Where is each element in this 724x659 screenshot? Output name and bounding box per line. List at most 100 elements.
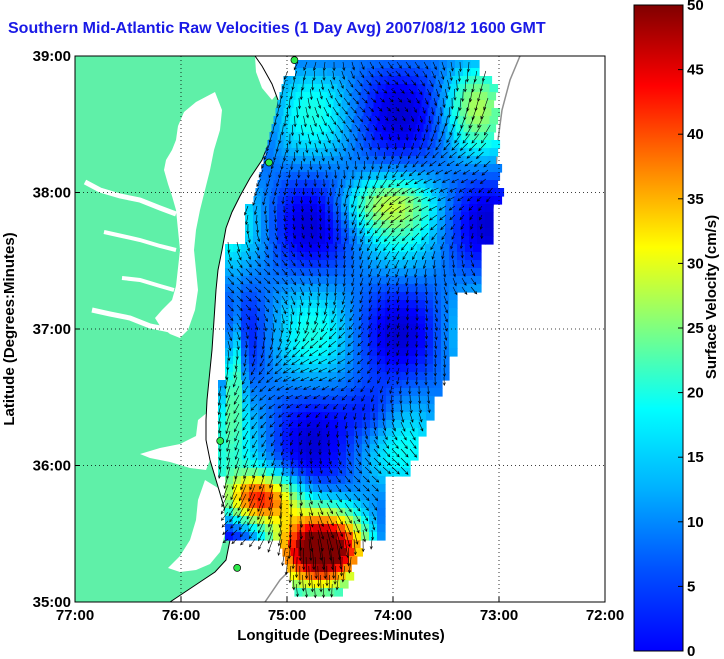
velocity-cell [329,244,338,253]
velocity-cell [441,244,450,253]
velocity-cell [423,60,432,69]
velocity-cell [409,148,419,157]
velocity-cell [289,292,298,301]
velocity-cell [266,396,275,405]
velocity-cell [399,60,408,69]
velocity-cell [273,532,282,541]
velocity-cell [321,508,330,517]
velocity-cell [353,508,362,517]
velocity-cell [297,308,306,317]
velocity-cell [290,404,299,413]
velocity-cell [417,252,426,261]
velocity-cell [290,380,299,389]
velocity-cell [241,300,250,309]
velocity-cell [386,428,395,437]
velocity-cell [417,180,427,189]
velocity-cell [395,108,405,117]
velocity-cell [377,284,386,293]
velocity-cell [375,124,385,133]
velocity-cell [337,276,346,285]
velocity-cell [354,468,363,477]
velocity-cell [402,420,411,429]
velocity-cell [423,92,433,101]
velocity-cell [293,212,302,221]
velocity-cell [361,508,370,517]
velocity-cell [297,300,306,309]
velocity-cell [311,92,321,101]
velocity-cell [313,372,322,381]
velocity-cell [249,324,258,333]
velocity-cell [393,356,402,365]
velocity-cell [345,332,354,341]
velocity-cell [249,308,258,317]
x-tick-label: 77:00 [56,607,94,624]
velocity-cell [357,164,367,173]
velocity-cell [273,276,282,285]
velocity-cell [329,252,338,261]
velocity-cell [386,468,395,477]
velocity-cell [401,244,410,253]
velocity-cell [305,364,314,373]
velocity-cell [463,68,472,77]
velocity-cell [297,148,307,157]
velocity-cell [485,100,495,109]
velocity-cell [330,452,339,461]
velocity-cell [362,404,371,413]
velocity-cell [322,388,331,397]
velocity-cell [457,284,466,293]
velocity-cell [289,476,298,485]
velocity-cell [445,228,454,237]
velocity-cell [387,140,397,149]
velocity-cell [481,116,491,125]
velocity-cell [389,196,399,205]
velocity-cell [421,228,430,237]
velocity-cell [317,132,327,141]
velocity-cell [225,492,234,501]
y-axis-label: Latitude (Degrees:Minutes) [1,232,18,425]
velocity-cell [242,436,251,445]
velocity-cell [387,76,397,85]
velocity-cell [455,68,464,77]
velocity-cell [355,108,365,117]
velocity-cell [298,380,307,389]
velocity-cell [378,460,387,469]
velocity-cell [329,500,338,509]
velocity-cell [481,148,491,157]
velocity-cell [369,532,378,541]
velocity-cell [249,332,258,341]
velocity-cell [477,132,487,141]
velocity-cell [345,572,355,581]
velocity-cell [299,108,309,117]
velocity-cell [447,68,456,77]
velocity-cell [369,324,378,333]
velocity-cell [233,356,242,365]
velocity-cell [289,180,299,189]
velocity-cell [337,532,346,541]
velocity-cell [289,364,298,373]
velocity-cell [379,172,389,181]
velocity-cell [321,372,330,381]
velocity-cell [289,244,298,253]
velocity-cell [299,140,309,149]
velocity-cell [433,276,442,285]
velocity-cell [361,500,370,509]
velocity-cell [363,76,373,85]
velocity-cell [329,260,338,269]
velocity-cell [316,580,325,589]
velocity-cell [345,300,354,309]
velocity-cell [329,524,338,533]
velocity-cell [330,460,339,469]
velocity-cell [409,180,419,189]
velocity-cell [425,364,434,373]
velocity-cell [285,220,294,229]
velocity-cell [285,212,294,221]
velocity-cell [233,492,242,501]
velocity-cell [289,508,298,517]
velocity-cell [345,316,354,325]
velocity-cell [329,348,338,357]
velocity-cell [329,300,338,309]
velocity-cell [274,380,283,389]
velocity-cell [347,76,357,85]
velocity-cell [465,84,475,93]
velocity-cell [461,164,471,173]
